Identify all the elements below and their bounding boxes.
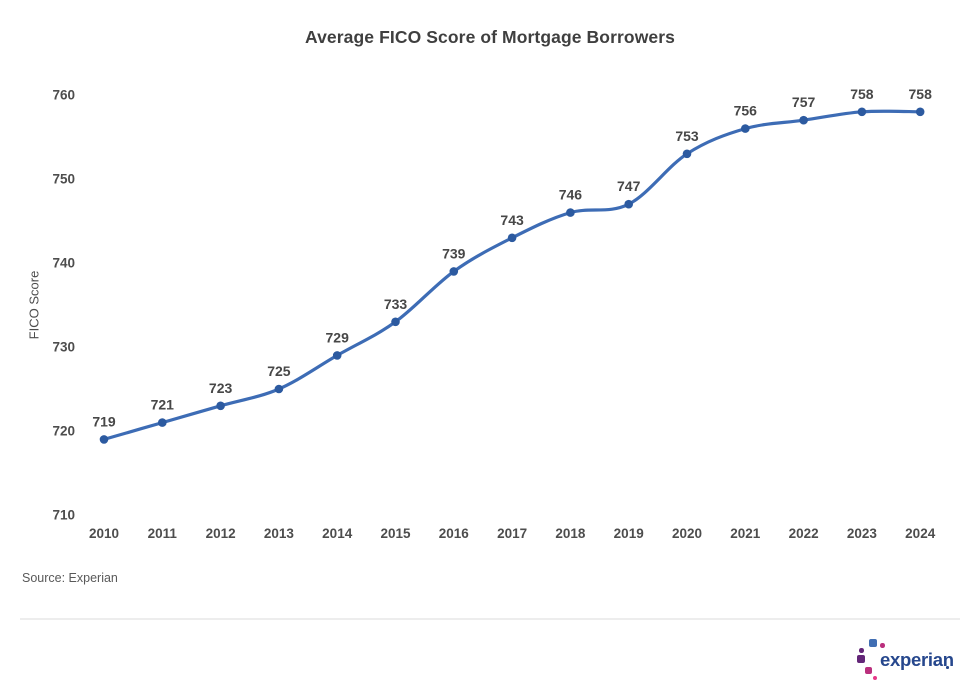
data-point	[682, 149, 692, 159]
x-tick-label: 2012	[206, 526, 236, 541]
y-axis-title: FICO Score	[27, 271, 42, 340]
data-point-label: 721	[151, 397, 175, 413]
data-point-label: 723	[209, 380, 233, 396]
data-point-label: 758	[909, 86, 933, 102]
data-point-label: 746	[559, 187, 583, 203]
experian-logo-mark-blue-square	[869, 639, 877, 647]
data-point	[915, 107, 925, 117]
x-tick-label: 2023	[847, 526, 878, 541]
x-tick-label: 2017	[497, 526, 527, 541]
y-tick-label: 740	[52, 256, 75, 271]
data-point-label: 743	[500, 212, 524, 228]
y-tick-label: 710	[52, 508, 75, 523]
x-tick-label: 2014	[322, 526, 353, 541]
data-point-label: 739	[442, 245, 466, 261]
data-point	[216, 401, 225, 411]
data-point	[449, 267, 459, 276]
chart-title: Average FICO Score of Mortgage Borrowers	[305, 27, 675, 47]
x-tick-label: 2024	[905, 526, 936, 541]
footer-divider	[20, 618, 960, 620]
data-point	[507, 233, 517, 243]
data-point	[274, 384, 284, 394]
x-tick-label: 2021	[730, 526, 761, 541]
experian-logo-mark-magenta-square	[865, 667, 872, 674]
data-point-label: 733	[384, 296, 408, 312]
data-point-label: 756	[734, 103, 758, 119]
x-tick-label: 2010	[89, 526, 119, 541]
data-point-label: 729	[326, 329, 350, 345]
x-tick-label: 2015	[380, 526, 411, 541]
experian-trademark-dot	[946, 666, 949, 669]
data-point-label: 719	[92, 413, 116, 429]
x-tick-label: 2018	[555, 526, 586, 541]
data-point	[799, 115, 808, 125]
x-tick-label: 2013	[264, 526, 295, 541]
x-tick-label: 2016	[439, 526, 470, 541]
source-note: Source: Experian	[22, 571, 118, 585]
x-tick-label: 2022	[789, 526, 819, 541]
data-point-label: 757	[792, 94, 816, 110]
data-point	[99, 435, 109, 444]
data-point	[566, 208, 575, 217]
data-point	[158, 418, 167, 427]
data-point-label: 747	[617, 178, 641, 194]
y-tick-label: 750	[52, 172, 75, 187]
data-point-label: 753	[675, 128, 699, 144]
experian-wordmark: experian	[880, 649, 954, 670]
experian-logo: experian	[856, 636, 960, 684]
y-tick-label: 730	[52, 340, 75, 355]
x-tick-label: 2020	[672, 526, 702, 541]
experian-logo-mark-purple-square	[857, 655, 865, 663]
experian-logo-mark-pink-dot	[873, 676, 877, 680]
experian-logo-mark-magenta-dot	[880, 643, 885, 648]
x-tick-label: 2011	[148, 526, 178, 541]
data-point-label: 725	[267, 363, 291, 379]
data-point	[741, 124, 750, 133]
y-tick-label: 760	[52, 88, 75, 103]
data-point-label: 758	[850, 86, 874, 102]
fico-line-chart: 710 720 730 740 750 760 FICO Score 2010 2011 2012…	[27, 86, 936, 541]
experian-logo-mark-purple-dot	[859, 648, 864, 653]
data-point	[391, 317, 400, 327]
x-tick-label: 2019	[614, 526, 644, 541]
data-point	[624, 199, 633, 209]
data-point	[332, 351, 342, 360]
y-tick-label: 720	[52, 424, 75, 439]
data-point	[857, 107, 867, 117]
